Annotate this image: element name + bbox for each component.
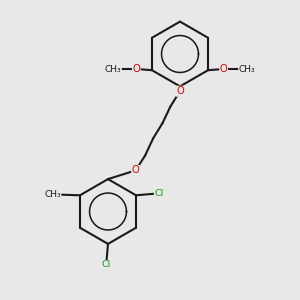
Text: Cl: Cl <box>154 189 164 198</box>
Text: O: O <box>220 64 227 74</box>
Text: CH₃: CH₃ <box>44 190 61 199</box>
Text: O: O <box>176 86 184 96</box>
Text: CH₃: CH₃ <box>105 64 121 74</box>
Text: O: O <box>132 165 140 176</box>
Text: Cl: Cl <box>102 260 111 269</box>
Text: O: O <box>133 64 140 74</box>
Text: CH₃: CH₃ <box>239 64 255 74</box>
